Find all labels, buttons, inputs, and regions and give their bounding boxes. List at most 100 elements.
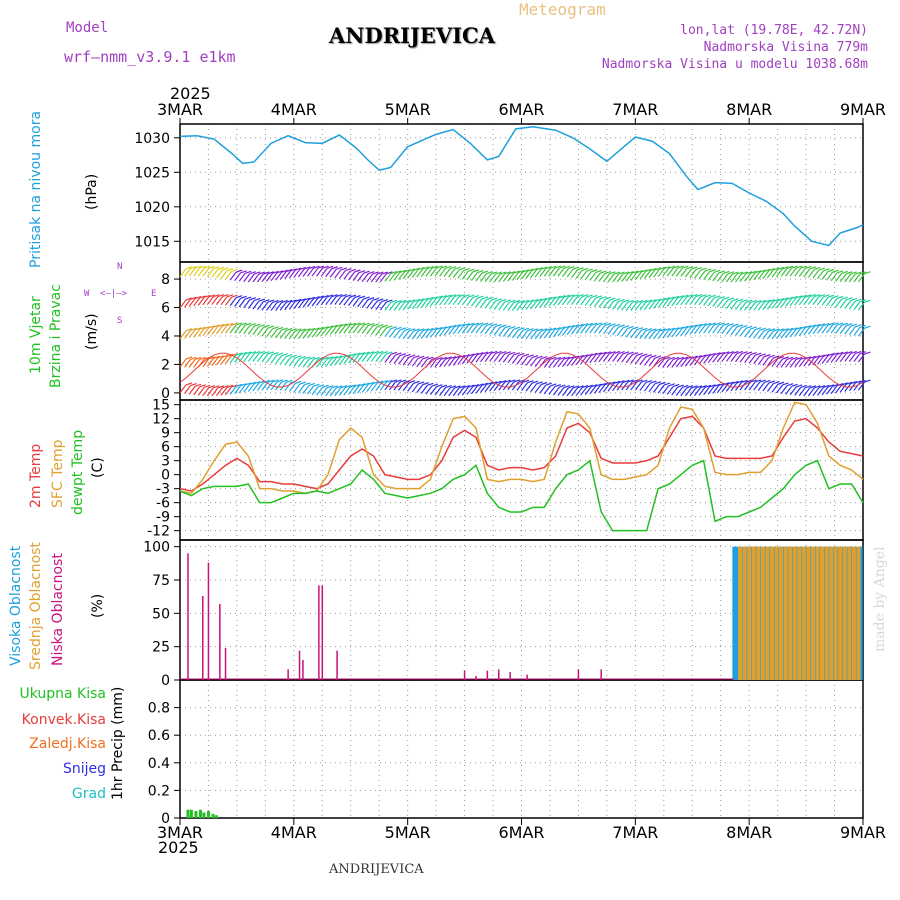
wind-barb [340,293,348,298]
wind-barb [420,358,428,368]
wind-barb [516,381,524,391]
wind-barb [668,296,675,300]
wind-barb [581,294,589,298]
wind-barb [675,358,683,368]
wind-barb [238,324,246,334]
wind-barb [399,299,407,304]
wind-barb [563,356,571,360]
wind-barb [773,380,780,385]
temp-line [179,459,864,532]
wind-barb [753,302,761,311]
wind-barb [252,326,260,336]
cloud-bar [735,546,740,680]
wind-barb [197,296,205,306]
wind-barb [568,266,575,270]
wind-barb [434,267,442,277]
wind-barb [716,384,724,394]
wind-barb [429,329,437,338]
wind-barb [457,270,465,279]
wind-barb [477,352,484,356]
wind-barb [452,387,460,397]
wind-barb [407,382,415,392]
wind-barb [641,299,648,303]
wind-barb [600,382,607,386]
wind-barb [659,266,666,270]
wind-barb [193,386,201,396]
wind-barb [659,297,666,302]
wind-barb [816,270,824,280]
wind-barb [470,272,478,281]
wind-barb [375,382,383,391]
wind-barb [407,301,415,310]
wind-barb [322,384,329,388]
wind-barb [732,323,739,327]
wind-barb [199,265,206,269]
wind-barb [550,296,557,300]
wind-barb [468,322,475,326]
wind-barb [712,298,720,307]
wind-barb [439,358,447,368]
wind-barb [297,268,305,278]
wind-barb [459,293,466,298]
wind-barb [718,295,725,300]
wind-barb [654,355,662,359]
wind-barb [789,297,797,307]
wind-barb [744,381,752,391]
wind-barb [254,297,261,302]
wind-barb [247,325,255,335]
wind-barb [308,265,316,270]
wind-barb [317,326,325,330]
wind-barb [502,273,510,282]
wind-barb [347,324,355,334]
wind-barb [372,271,379,275]
wind-barb [484,299,492,309]
model-name: wrf—nmm_v3.9.1 e1km [64,48,236,66]
wind-barb [513,270,521,274]
wind-barb [645,354,653,358]
wind-barb [694,356,702,366]
wind-barb [188,329,196,339]
wind-barb [386,351,393,355]
wind-barb [499,271,507,275]
wind-barb [853,301,861,311]
wind-barb [466,324,474,334]
wind-barb [267,325,275,329]
wind-barb [266,381,273,391]
wind-barb [536,298,543,302]
wind-barb [427,296,434,301]
wind-barb [197,328,205,337]
wind-barb [539,330,547,339]
wind-barb [600,351,607,355]
wind-barb [352,385,360,395]
wind-barb [270,329,278,338]
wind-barb [639,356,647,366]
wind-barb [468,353,475,357]
wind-barb [436,295,443,299]
wind-barb [316,386,324,396]
wind-barb [276,299,284,304]
wind-barb [598,384,606,393]
wind-barb [349,268,357,272]
wind-barb [550,356,557,360]
wind-barb [256,353,264,362]
wind-barb [308,327,316,331]
wind-barb [490,350,498,355]
wind-barb [636,269,643,274]
wind-barb [718,270,725,274]
wind-barb [680,358,688,368]
wind-barb [480,325,487,334]
wind-barb [653,268,661,278]
wind-barb [193,328,201,338]
wind-barb [750,299,757,304]
wind-barb [739,301,747,311]
wind-barb [695,355,703,359]
wind-barb [206,387,214,397]
wind-barb [480,273,487,282]
wind-barb [331,324,338,328]
wind-barb [240,351,247,355]
wind-barb [331,385,338,389]
wind-barb [557,358,565,368]
cloud-bar [804,546,809,680]
wind-barb [663,266,671,270]
wind-barb [830,324,838,334]
